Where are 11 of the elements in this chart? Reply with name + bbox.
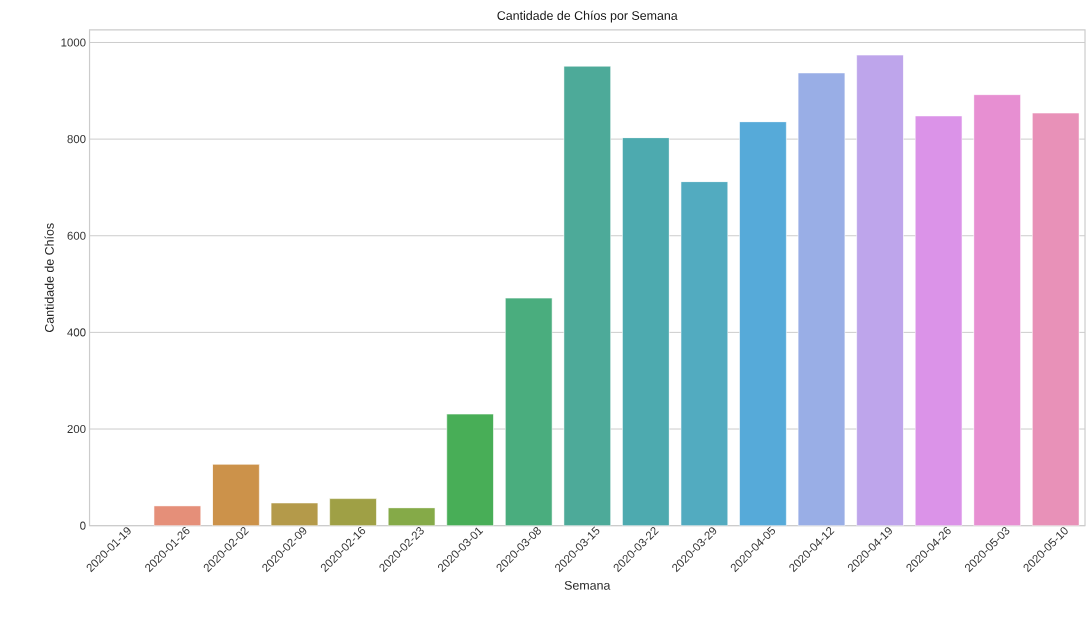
- y-tick-label: 400: [67, 328, 86, 337]
- x-axis-title: Semana: [564, 580, 611, 590]
- y-tick-label: 200: [67, 424, 86, 433]
- y-axis-title: Cantidade de Chíos: [44, 223, 54, 332]
- y-tick-label: 600: [67, 231, 86, 240]
- bar: [329, 498, 377, 526]
- chart-title: Cantidade de Chíos por Semana: [497, 10, 678, 23]
- y-tick-label: 1000: [61, 38, 86, 47]
- bar: [505, 297, 553, 526]
- y-tick-label: 0: [80, 521, 86, 530]
- y-tick-label: 800: [67, 134, 86, 143]
